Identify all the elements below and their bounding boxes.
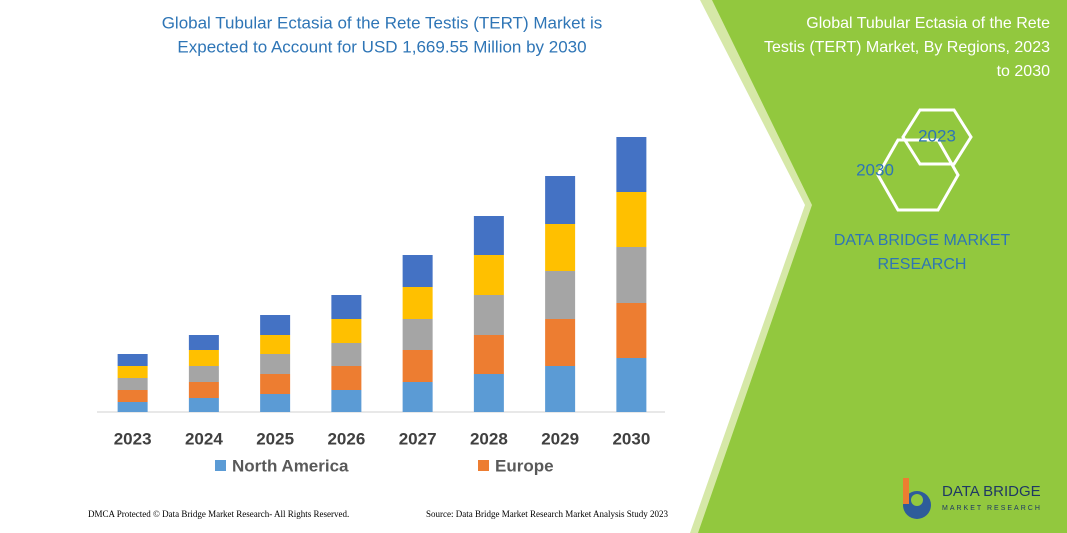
bar-segment (331, 343, 362, 366)
bar-segment (616, 303, 647, 358)
bar-segment (117, 390, 148, 402)
x-tick-label: 2027 (399, 429, 437, 448)
bar-segment (117, 354, 148, 366)
bar-segment (260, 374, 291, 394)
logo-mark (911, 494, 923, 506)
bar-segment (331, 366, 362, 390)
bar-segment (473, 295, 504, 335)
legend-label: North America (232, 456, 349, 475)
chart-title: Global Tubular Ectasia of the Rete Testi… (162, 13, 603, 32)
bar-segment (402, 350, 433, 382)
bar-segment (331, 390, 362, 412)
bar-segment (331, 319, 362, 343)
bar-segment (117, 378, 148, 390)
bar-segment (545, 176, 576, 224)
bar-segment (616, 192, 647, 247)
bar-segment (545, 366, 576, 412)
bar-segment (616, 137, 647, 192)
bar-segment (331, 295, 362, 319)
bar-segment (402, 382, 433, 412)
bar-segment (473, 335, 504, 374)
bar-segment (473, 374, 504, 412)
bar-segment (402, 255, 433, 287)
legend-swatch (478, 460, 489, 471)
bar-segment (260, 335, 291, 354)
hexagon (876, 138, 960, 212)
hexagon-label: 2030 (856, 160, 894, 179)
bar-segment (545, 271, 576, 319)
x-tick-label: 2028 (470, 429, 508, 448)
bar-segment (117, 366, 148, 378)
bar-segment (260, 315, 291, 335)
panel-title: Testis (TERT) Market, By Regions, 2023 (764, 39, 1050, 56)
bar-segment (402, 319, 433, 350)
bar-segment (402, 287, 433, 319)
bar-segment (117, 402, 148, 412)
bar-segment (188, 335, 219, 350)
logo-tagline: MARKET RESEARCH (942, 505, 1042, 512)
bar-segment (616, 247, 647, 303)
panel-title: Global Tubular Ectasia of the Rete (806, 15, 1050, 32)
side-panel (698, 0, 1067, 533)
x-tick-label: 2030 (612, 429, 650, 448)
logo-name: DATA BRIDGE (942, 483, 1041, 500)
x-tick-label: 2025 (256, 429, 294, 448)
legend-swatch (215, 460, 226, 471)
logo: DATA BRIDGE MARKET RESEARCH (903, 478, 1042, 519)
bar-segment (545, 224, 576, 271)
x-tick-label: 2023 (114, 429, 152, 448)
bar-segment (188, 382, 219, 398)
panel-brand: RESEARCH (878, 256, 967, 273)
bar-segment (616, 358, 647, 412)
chart-title: Expected to Account for USD 1,669.55 Mil… (177, 37, 586, 56)
x-tick-label: 2029 (541, 429, 579, 448)
bar-segment (188, 350, 219, 366)
x-tick-label: 2024 (185, 429, 223, 448)
legend-label: Europe (495, 456, 554, 475)
bar-segment (188, 398, 219, 412)
bar-segment (473, 216, 504, 255)
panel-title: to 2030 (997, 63, 1050, 80)
footer-right: Source: Data Bridge Market Research Mark… (426, 509, 668, 519)
bar-segment (473, 255, 504, 295)
footer-left: DMCA Protected © Data Bridge Market Rese… (88, 509, 349, 519)
panel-brand: DATA BRIDGE MARKET (834, 232, 1011, 249)
bar-segment (545, 319, 576, 366)
x-tick-label: 2026 (327, 429, 365, 448)
hexagon-label: 2023 (918, 126, 956, 145)
hexagon (901, 108, 973, 166)
logo-mark (903, 478, 909, 504)
bar-segment (260, 394, 291, 412)
bar-segment (188, 366, 219, 382)
bar-segment (260, 354, 291, 374)
